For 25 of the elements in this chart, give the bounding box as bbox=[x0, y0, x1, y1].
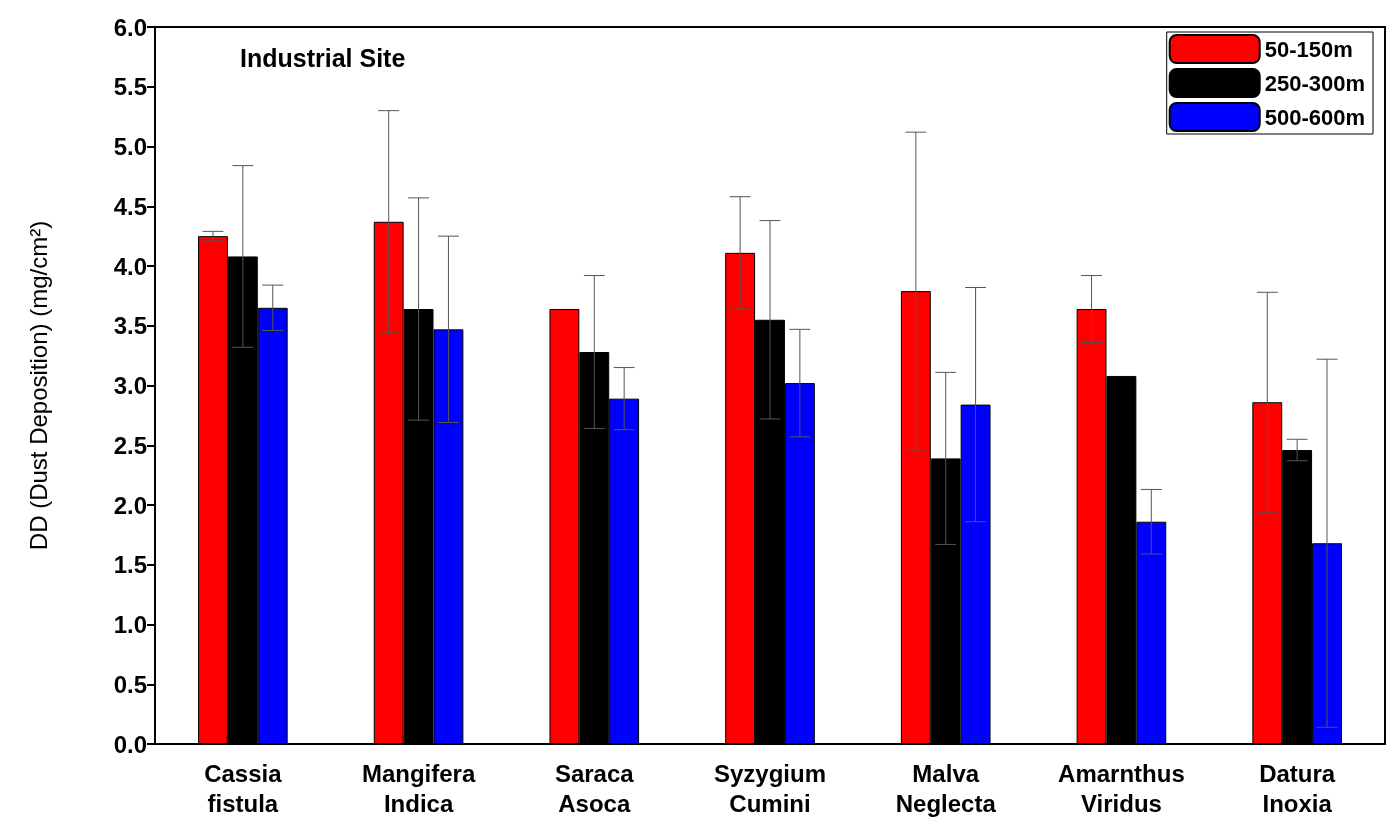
x-tick-label: Syzygium Cumini bbox=[713, 759, 827, 817]
legend-label: 500-600m bbox=[1264, 104, 1366, 130]
annotation: Industrial Site bbox=[240, 43, 406, 72]
x-tick-label: Mangifera Indica bbox=[361, 759, 476, 817]
y-tick-label: 2.5 bbox=[113, 431, 147, 459]
y-tick-label: 5.0 bbox=[113, 133, 147, 160]
x-tick-label: Amarnthus Viridus bbox=[1058, 759, 1185, 817]
y-tick-label: 0.5 bbox=[113, 670, 147, 698]
y-tick-label: 2.0 bbox=[113, 491, 147, 519]
y-tick-label: 1.5 bbox=[113, 551, 147, 579]
y-tick-label: 4.5 bbox=[113, 192, 147, 220]
y-tick-label: 0.0 bbox=[113, 730, 147, 758]
y-tick-label: 5.5 bbox=[113, 73, 147, 101]
y-tick-label: 3.0 bbox=[113, 372, 147, 399]
y-tick-label: 3.5 bbox=[113, 312, 147, 340]
y-axis-title: DD (Dust Deposition) (mg/cm²) bbox=[24, 220, 52, 551]
y-tick-label: 6.0 bbox=[113, 13, 147, 41]
y-tick-label: 1.0 bbox=[113, 611, 147, 638]
x-tick-label: Saraca Asoca bbox=[554, 759, 635, 817]
x-tick-label: Datura Inoxia bbox=[1259, 759, 1336, 817]
legend-label: 50-150m bbox=[1264, 36, 1353, 62]
x-tick-label: Cassia fistula bbox=[204, 759, 283, 817]
y-tick-label: 4.0 bbox=[113, 252, 147, 280]
legend-label: 250-300m bbox=[1264, 70, 1366, 96]
x-tick-label: Malva Neglecta bbox=[895, 759, 997, 817]
